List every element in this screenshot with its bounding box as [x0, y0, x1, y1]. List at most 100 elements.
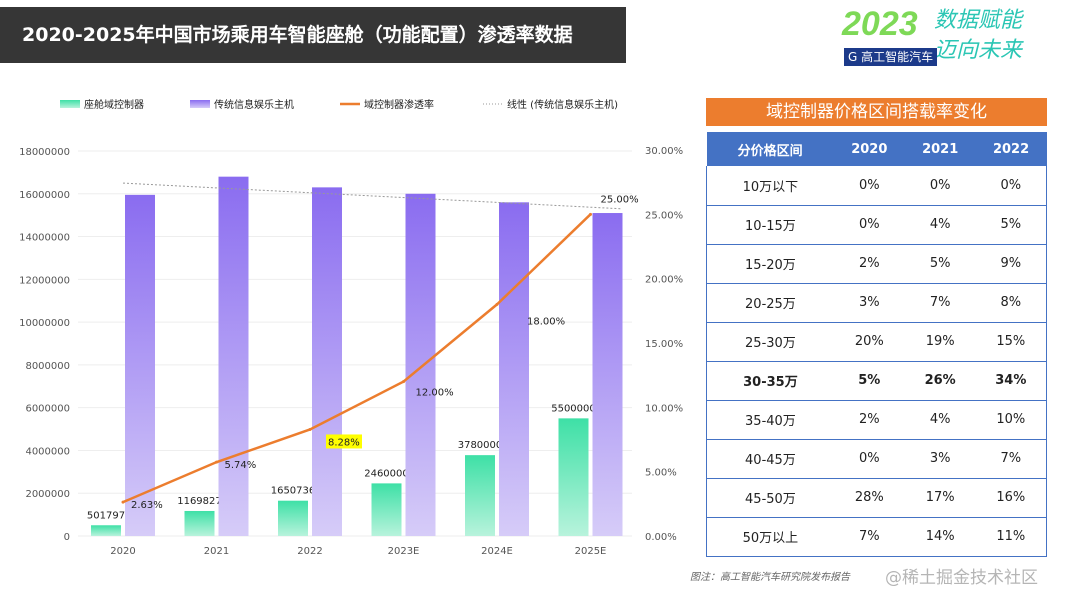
page-title: 2020-2025年中国市场乘用车智能座舱（功能配置）渗透率数据: [0, 7, 626, 63]
line-data-label: 12.00%: [416, 388, 454, 399]
table-row: 35-40万 2% 4% 10%: [705, 400, 1047, 440]
table-cell: 10万以下: [705, 166, 834, 206]
table-cell: 3%: [904, 439, 976, 479]
x-tick-label: 2024E: [481, 546, 513, 557]
table-row: 25-30万 20% 19% 15%: [705, 322, 1047, 362]
table-cell: 5%: [975, 205, 1047, 245]
x-tick-label: 2022: [297, 546, 322, 557]
bar-data-label: 3780000: [458, 440, 503, 451]
table-header: 2022: [975, 132, 1047, 166]
bar-data-label: 5500000: [551, 403, 596, 414]
table-title: 域控制器价格区间搭载率变化: [706, 98, 1047, 126]
table-cell: 30-35万: [705, 361, 834, 401]
table-cell: 2%: [833, 400, 905, 440]
left-tick-label: 16000000: [19, 190, 70, 201]
table-cell: 15%: [975, 322, 1047, 362]
bar-data-label: 2460000: [364, 468, 409, 479]
bar-cockpit-domain-controller: [91, 525, 121, 536]
legend-label: 线性 (传统信息娱乐主机): [507, 98, 618, 111]
table-cell: 28%: [833, 478, 905, 518]
line-data-label: 25.00%: [601, 194, 639, 205]
line-point: [402, 380, 405, 384]
table-cell: 9%: [975, 244, 1047, 284]
combo-chart: 0 2000000 4000000 6000000 8000000 10000000 120…: [19, 98, 683, 557]
left-tick-label: 14000000: [19, 233, 70, 244]
table-cell: 35-40万: [705, 400, 834, 440]
table-cell: 10-15万: [705, 205, 834, 245]
logo: 2023 数据赋能 迈向未来 G 高工智能汽车: [842, 6, 1062, 70]
table-cell: 0%: [833, 166, 905, 206]
line-data-label: 5.74%: [225, 460, 257, 471]
table-row: 10-15万 0% 4% 5%: [705, 205, 1047, 245]
bar-infotainment-head-unit: [312, 187, 342, 536]
line-point: [308, 427, 312, 431]
table-cell: 7%: [833, 517, 905, 557]
table-row: 10万以下 0% 0% 0%: [705, 166, 1047, 206]
right-tick-label: 5.00%: [645, 468, 677, 479]
table-cell: 0%: [975, 166, 1047, 206]
table-cell: 50万以上: [705, 517, 834, 557]
left-tick-label: 10000000: [19, 318, 70, 329]
table-cell: 0%: [904, 166, 976, 206]
table-cell: 4%: [904, 205, 976, 245]
table-cell: 11%: [975, 517, 1047, 557]
table-cell: 7%: [975, 439, 1047, 479]
price-range-table: 分价格区间 2020 2021 2022 10万以下 0% 0% 0% 10-15万 0%…: [705, 132, 1047, 557]
table-cell: 15-20万: [705, 244, 834, 284]
table-header: 2020: [833, 132, 905, 166]
line-point: [215, 460, 218, 464]
table-cell: 2%: [833, 244, 905, 284]
table-row: 30-35万 5% 26% 34%: [705, 361, 1047, 401]
line-point: [121, 500, 125, 504]
legend-label: 传统信息娱乐主机: [214, 98, 294, 111]
legend-label: 域控制器渗透率: [364, 98, 434, 111]
legend-swatch: [190, 100, 210, 108]
table-cell: 34%: [975, 361, 1047, 401]
line-data-label: 8.28%: [328, 437, 360, 448]
bar-cockpit-domain-controller: [465, 455, 495, 536]
table-row: 45-50万 28% 17% 16%: [705, 478, 1047, 518]
legend-label: 座舱域控制器: [84, 98, 144, 111]
logo-slogan-2: 迈向未来: [934, 38, 1023, 63]
left-tick-label: 0: [64, 532, 70, 543]
line-point: [495, 302, 499, 306]
table-cell: 26%: [904, 361, 976, 401]
table-cell: 8%: [975, 283, 1047, 323]
right-tick-label: 10.00%: [645, 403, 683, 414]
table-header: 2021: [904, 132, 976, 166]
line-point: [589, 212, 592, 216]
bar-data-label: 501797: [87, 510, 125, 521]
right-tick-label: 15.00%: [645, 339, 683, 350]
table-cell: 20-25万: [705, 283, 834, 323]
table-cell: 20%: [833, 322, 905, 362]
table-row: 15-20万 2% 5% 9%: [705, 244, 1047, 284]
bar-infotainment-head-unit: [499, 202, 529, 536]
right-tick-label: 30.00%: [645, 146, 683, 157]
trendline: [122, 182, 621, 210]
x-tick-label: 2025E: [575, 546, 607, 557]
x-tick-label: 2023E: [388, 546, 420, 557]
label-highlight: [326, 434, 362, 449]
left-tick-label: 8000000: [25, 361, 70, 372]
table-cell: 7%: [904, 283, 976, 323]
penetration-rate-line: [122, 213, 592, 504]
left-tick-label: 6000000: [25, 404, 70, 415]
right-tick-label: 0.00%: [645, 532, 677, 543]
left-tick-label: 4000000: [25, 446, 70, 457]
table-cell: 40-45万: [705, 439, 834, 479]
bar-infotainment-head-unit: [125, 194, 155, 536]
bar-infotainment-head-unit: [592, 213, 623, 536]
watermark: @稀土掘金技术社区: [885, 568, 1038, 588]
legend-swatch: [60, 100, 80, 108]
right-tick-label: 20.00%: [645, 275, 683, 286]
table-cell: 17%: [904, 478, 976, 518]
table-cell: 16%: [975, 478, 1047, 518]
logo-brand: G 高工智能汽车: [844, 48, 938, 66]
left-tick-label: 12000000: [19, 275, 70, 286]
bar-cockpit-domain-controller: [184, 510, 215, 536]
table-row: 50万以上 7% 14% 11%: [705, 517, 1047, 557]
bar-infotainment-head-unit: [405, 193, 436, 536]
table-cell: 5%: [833, 361, 905, 401]
left-tick-label: 18000000: [19, 147, 70, 158]
table-cell: 4%: [904, 400, 976, 440]
